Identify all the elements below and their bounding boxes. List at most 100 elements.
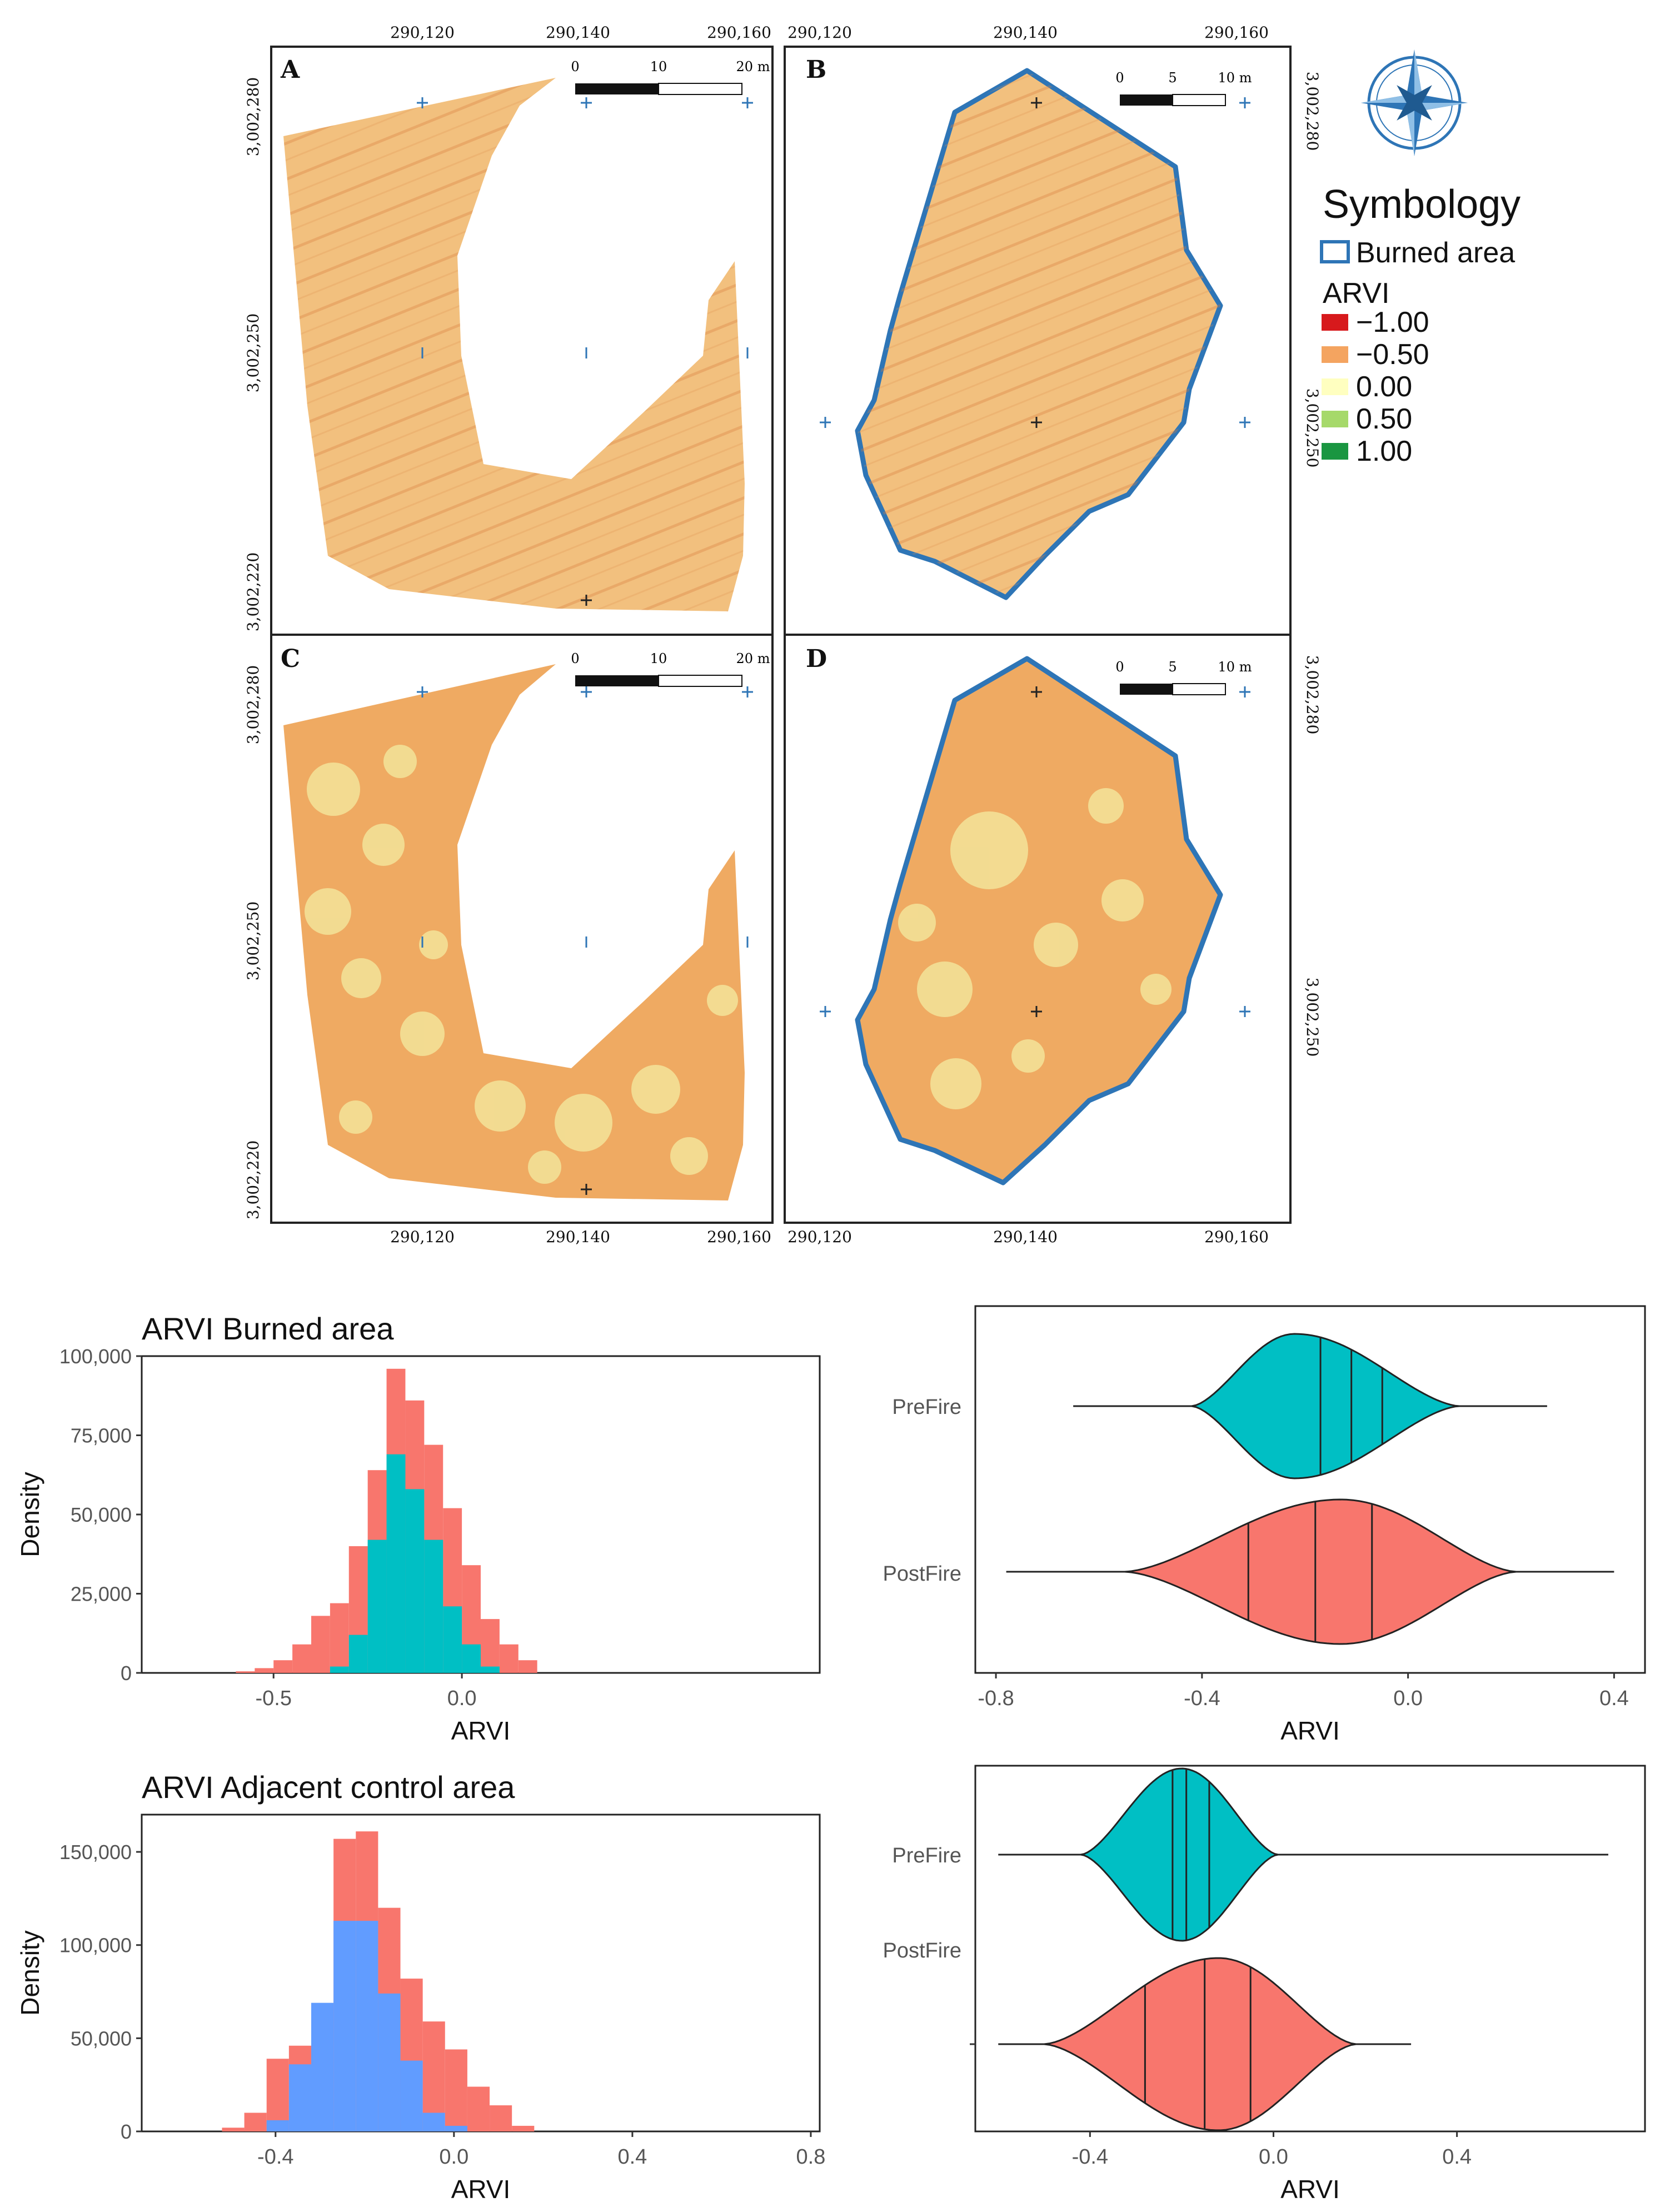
histogram-control-area: ARVI Adjacent control area -0.4 0.0 0.4 0.8 0…	[16, 1770, 825, 2204]
histogram-bar	[422, 2113, 445, 2131]
svg-text:0: 0	[571, 59, 579, 74]
chart-title: ARVI Burned area	[142, 1311, 394, 1346]
legend-swatch	[1322, 411, 1348, 427]
svg-text:290,160: 290,160	[1204, 23, 1269, 42]
histogram-bar	[255, 1668, 274, 1673]
y-tick-label: 0	[121, 2120, 132, 2143]
legend-item-label: 0.00	[1356, 371, 1412, 403]
histogram-bar	[445, 2049, 467, 2131]
y-tick-label: 50,000	[71, 1503, 132, 1526]
plot-panel	[974, 1765, 1646, 2133]
compass-rose-icon	[1361, 49, 1468, 156]
y-tick-label: 150,000	[59, 1841, 132, 1864]
y-axis-label: Density	[16, 1930, 44, 2015]
burned-area-outline	[855, 656, 1223, 1185]
x-tick-label: -0.5	[255, 1687, 291, 1710]
post-fire-raster	[283, 664, 745, 1200]
histogram-bar	[330, 1603, 349, 1673]
histogram-bar	[222, 2128, 245, 2131]
svg-text:20 m: 20 m	[736, 59, 770, 74]
legend-title: Symbology	[1323, 182, 1521, 227]
svg-text:5: 5	[1168, 659, 1177, 675]
map-panel-d: D 0 5 10 m	[784, 634, 1292, 1224]
violin-control-area: PreFire PostFire -0.4 0.0 0.4 ARVI	[883, 1765, 1646, 2204]
histogram-bar	[424, 1540, 443, 1673]
svg-text:290,160: 290,160	[1204, 1228, 1269, 1246]
svg-text:3,002,250: 3,002,250	[1303, 978, 1322, 1057]
panel-label: D	[806, 645, 827, 673]
legend-ramp-title: ARVI	[1323, 277, 1389, 310]
legend-item-label: 0.50	[1356, 403, 1412, 435]
histogram-bar	[518, 1660, 537, 1673]
x-tick-label: -0.4	[1184, 1687, 1220, 1710]
svg-text:3,002,250: 3,002,250	[244, 313, 262, 393]
svg-text:5: 5	[1168, 70, 1177, 86]
y-tick-label: 75,000	[71, 1424, 132, 1447]
histogram-bar	[356, 1921, 378, 2131]
grid-crosses	[820, 97, 1250, 428]
y-tick-label: 0	[121, 1662, 132, 1685]
histogram-bar	[244, 2113, 267, 2131]
svg-text:20 m: 20 m	[736, 651, 770, 666]
y-tick-label: 50,000	[71, 2027, 132, 2050]
svg-text:3,002,280: 3,002,280	[244, 77, 262, 157]
histogram-bar	[462, 1644, 481, 1673]
svg-text:10 m: 10 m	[1218, 659, 1252, 675]
category-label: PostFire	[883, 1939, 961, 1962]
svg-text:3,002,280: 3,002,280	[244, 665, 262, 745]
violin-body	[1191, 1333, 1460, 1479]
svg-text:290,120: 290,120	[390, 23, 455, 42]
violin-body	[1080, 1767, 1279, 1942]
svg-text:290,120: 290,120	[787, 23, 852, 42]
panel-label: A	[280, 56, 300, 84]
svg-text:290,140: 290,140	[546, 1228, 610, 1246]
grid-crosses	[417, 686, 753, 1195]
legend-item-label: −1.00	[1356, 306, 1429, 338]
svg-text:290,140: 290,140	[546, 23, 610, 42]
svg-text:290,120: 290,120	[787, 1228, 852, 1246]
y-tick-label: 25,000	[71, 1583, 132, 1606]
histogram-bar	[333, 1921, 356, 2131]
map-coordinate-labels: 290,120 290,140 290,160 290,120 290,140 …	[244, 23, 1322, 1246]
x-axis-label: ARVI	[451, 1716, 511, 1745]
histogram-bar	[386, 1454, 406, 1673]
svg-text:10: 10	[650, 651, 667, 666]
x-tick-label: 0.4	[1442, 2145, 1472, 2169]
grid-crosses	[417, 97, 753, 606]
legend-item-label: 1.00	[1356, 435, 1412, 467]
x-tick-label: 0.0	[1259, 2145, 1288, 2169]
panel-label: C	[281, 645, 300, 673]
x-tick-label: 0.4	[617, 2145, 647, 2169]
legend-swatch	[1322, 346, 1348, 363]
category-label: PreFire	[892, 1844, 961, 1867]
vegetation-patches	[898, 788, 1172, 1109]
svg-text:3,002,250: 3,002,250	[1303, 388, 1322, 468]
x-tick-label: -0.4	[1072, 2145, 1108, 2169]
x-tick-label: 0.4	[1599, 1687, 1629, 1710]
svg-text:3,002,220: 3,002,220	[244, 552, 262, 632]
svg-text:290,160: 290,160	[707, 1228, 771, 1246]
svg-text:3,002,250: 3,002,250	[244, 901, 262, 981]
histogram-bar	[378, 1993, 401, 2131]
scale-bar: 0 10 20 m	[571, 59, 770, 95]
histogram-bar	[311, 2002, 334, 2131]
scale-bar: 0 5 10 m	[1115, 70, 1252, 106]
violin-burned-area: PreFire PostFire -0.8 -0.4 0.0 0.4 ARVI	[883, 1305, 1646, 1745]
histogram-bar	[367, 1540, 387, 1673]
histogram-bar	[330, 1666, 349, 1673]
map-legend: Symbology Burned area ARVI −1.00−0.500.0…	[1320, 182, 1521, 467]
histogram-bar	[443, 1606, 462, 1673]
svg-text:3,002,280: 3,002,280	[1303, 655, 1322, 735]
scale-bar: 0 10 20 m	[571, 651, 770, 687]
pre-fire-streaks	[283, 78, 745, 611]
x-tick-label: 0.8	[796, 2145, 826, 2169]
legend-outline-swatch	[1320, 240, 1350, 263]
category-label: PostFire	[883, 1562, 961, 1586]
legend-swatch	[1322, 443, 1348, 460]
y-tick-label: 100,000	[59, 1345, 132, 1368]
histogram-bar	[481, 1619, 500, 1673]
histogram-burned-area: ARVI Burned area -0.5 0.0 0 25,000 50,000 75,0…	[16, 1311, 821, 1745]
legend-swatch	[1322, 378, 1348, 395]
histogram-bar	[236, 1671, 255, 1673]
